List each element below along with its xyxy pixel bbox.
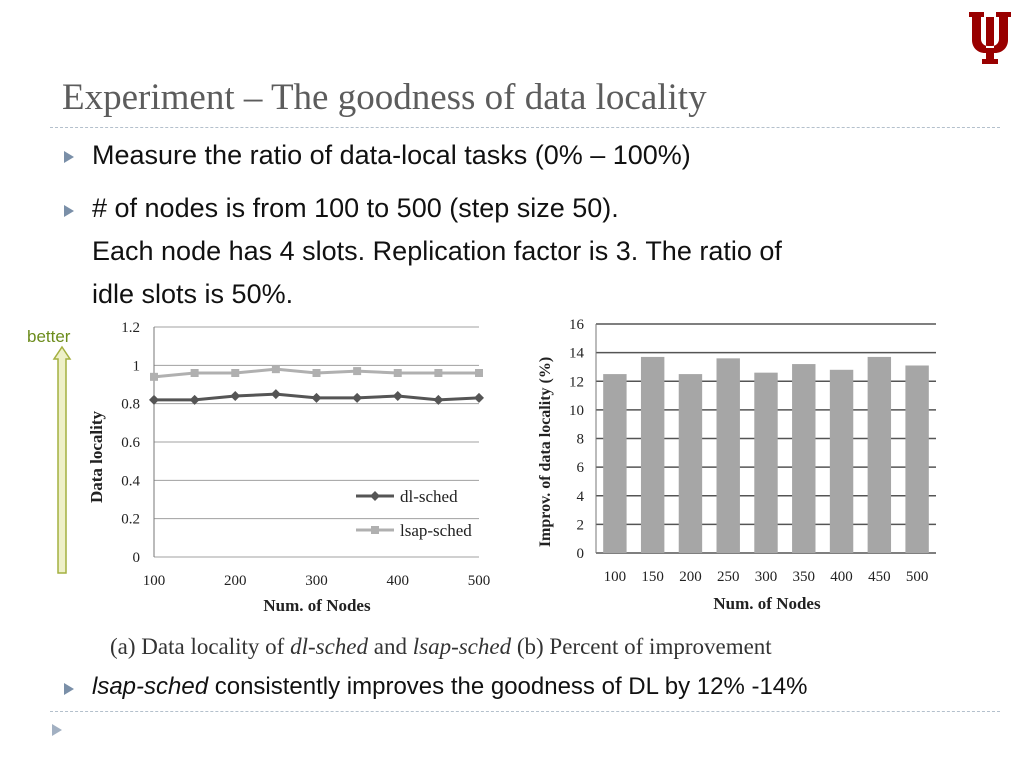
chart-b-y-tick-label: 0 <box>577 546 585 562</box>
chart-a-y-axis-label: Data locality <box>87 410 106 503</box>
chart-a-x-tick-label: 300 <box>305 573 328 589</box>
chart-a-y-tick-label: 0.4 <box>121 473 140 489</box>
chart-b-bar <box>640 356 665 553</box>
chart-a-legend-marker-lsap-sched <box>371 526 379 534</box>
chart-a-legend-label: lsap-sched <box>400 521 472 540</box>
chart-b-bar <box>678 374 703 553</box>
chart-a-point-lsap-sched <box>312 369 321 377</box>
chart-a-point-dl-sched <box>311 392 322 403</box>
chart-b-bar <box>603 374 627 553</box>
chart-b-x-tick-label: 300 <box>755 569 778 585</box>
triangle-bullet-icon <box>64 205 74 217</box>
chart-a-point-dl-sched <box>474 392 484 403</box>
chart-a-point-lsap-sched <box>231 369 240 377</box>
chart-b-y-tick-label: 10 <box>569 403 584 419</box>
conclusion-lsap-sched: lsap-sched <box>92 673 209 700</box>
title-divider <box>50 127 1000 128</box>
improvement-bar-chart: Improv. of data locality (%) Num. of Nod… <box>537 317 936 613</box>
chart-b-x-tick-label: 500 <box>906 569 929 585</box>
chart-a-x-tick-label: 100 <box>143 573 166 589</box>
chart-a-point-dl-sched <box>270 389 281 400</box>
chart-a-y-tick-label: 0.8 <box>121 397 140 413</box>
better-label: better <box>27 327 71 346</box>
chart-b-x-tick-label: 200 <box>679 569 702 585</box>
caption-a-and: and <box>368 634 413 659</box>
slide-title: Experiment – The goodness of data locali… <box>62 77 707 118</box>
chart-a-legend-marker-dl-sched <box>370 491 380 501</box>
indiana-university-logo <box>969 12 1011 64</box>
chart-a-point-dl-sched <box>433 394 444 405</box>
chart-a-y-tick-label: 0 <box>133 550 141 566</box>
chart-a-point-lsap-sched <box>150 372 158 381</box>
chart-a-point-dl-sched <box>189 394 200 405</box>
chart-a-point-dl-sched <box>352 392 363 403</box>
chart-b-y-tick-label: 16 <box>569 317 585 333</box>
chart-a-y-tick-label: 1 <box>133 358 141 374</box>
chart-a-y-tick-label: 0.6 <box>121 435 140 451</box>
chart-b-y-tick-label: 12 <box>569 374 584 390</box>
chart-a-point-lsap-sched <box>393 369 402 377</box>
chart-b-y-tick-label: 2 <box>577 517 585 533</box>
chart-b-y-tick-label: 14 <box>569 346 585 362</box>
chart-b-x-tick-label: 150 <box>641 569 664 585</box>
chart-b-bar <box>792 364 816 553</box>
chart-a-x-axis-label: Num. of Nodes <box>263 596 371 615</box>
chart-a-point-lsap-sched <box>434 369 443 377</box>
chart-b-y-tick-label: 4 <box>577 489 585 505</box>
chart-a-point-lsap-sched <box>271 365 280 374</box>
caption-a-prefix: (a) Data locality of <box>110 634 291 659</box>
chart-a-point-dl-sched <box>392 391 403 401</box>
chart-b-bar <box>867 356 892 553</box>
triangle-bullet-icon <box>64 683 74 695</box>
chart-a-point-lsap-sched <box>353 367 362 376</box>
chart-a-point-dl-sched <box>230 391 241 401</box>
conclusion-rest: consistently improves the goodness of DL… <box>208 673 808 700</box>
data-locality-line-chart: Data locality Num. of Nodes 0 0.2 0.4 0.6 0.… <box>87 320 491 615</box>
chart-b-y-axis-label: Improv. of data locality (%) <box>537 357 554 547</box>
chart-b-bar <box>829 369 854 553</box>
chart-b-x-tick-label: 350 <box>793 569 816 585</box>
chart-b-x-tick-label: 100 <box>604 569 627 585</box>
bullet-node-range: # of nodes is from 100 to 500 (step size… <box>92 193 619 223</box>
chart-b-bar <box>905 365 929 553</box>
chart-a-x-tick-label: 200 <box>224 573 247 589</box>
chart-b-x-tick-label: 450 <box>868 569 891 585</box>
chart-b-y-tick-label: 6 <box>577 460 585 476</box>
chart-a-point-lsap-sched <box>475 369 483 377</box>
chart-b-bar <box>754 372 778 553</box>
chart-a-point-lsap-sched <box>190 369 199 377</box>
chart-a-y-tick-label: 0.2 <box>121 512 140 528</box>
chart-b-x-tick-label: 400 <box>830 569 853 585</box>
up-arrow-icon <box>52 345 72 574</box>
chart-b-x-axis-label: Num. of Nodes <box>713 594 821 613</box>
caption-a-dl-sched: dl-sched <box>290 634 369 659</box>
footer-triangle-icon <box>52 724 62 736</box>
figure-caption: (a) Data locality of dl-sched and lsap-s… <box>110 634 772 660</box>
bullet-idle-slots: idle slots is 50%. <box>92 279 294 309</box>
chart-b-bar <box>716 358 740 553</box>
triangle-bullet-icon <box>64 151 74 163</box>
bullet-slots-replication: Each node has 4 slots. Replication facto… <box>92 236 782 266</box>
footer-divider <box>50 711 1000 712</box>
conclusion-text: lsap-sched consistently improves the goo… <box>92 673 808 701</box>
chart-a-y-tick-label: 1.2 <box>121 320 140 336</box>
chart-a-legend-label: dl-sched <box>400 487 458 506</box>
chart-b-y-tick-label: 8 <box>577 432 585 448</box>
chart-a-x-tick-label: 500 <box>468 573 491 589</box>
chart-b-x-tick-label: 250 <box>717 569 740 585</box>
bullet-measure-ratio: Measure the ratio of data-local tasks (0… <box>92 140 691 170</box>
caption-a-lsap-sched: lsap-sched <box>412 634 512 659</box>
chart-a-x-tick-label: 400 <box>387 573 410 589</box>
caption-b: (b) Percent of improvement <box>511 634 772 659</box>
chart-a-point-dl-sched <box>149 394 159 405</box>
